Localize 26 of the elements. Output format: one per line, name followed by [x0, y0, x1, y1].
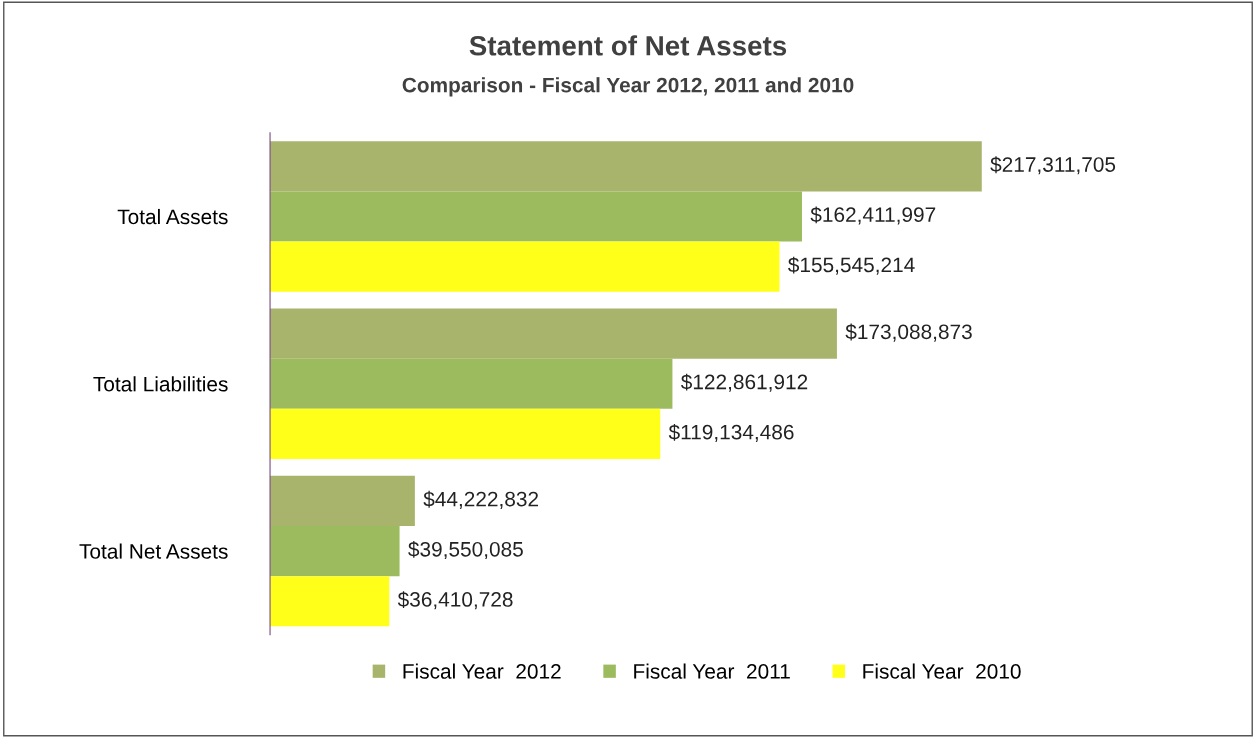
data-label: $44,222,832: [423, 490, 539, 509]
legend-label: Fiscal Year 2010: [863, 663, 1021, 679]
chart-title: Statement of Net Assets: [469, 35, 787, 56]
bar: [270, 525, 400, 577]
data-label: $217,311,705: [990, 156, 1116, 175]
y-tick-label: Total Assets: [117, 208, 228, 225]
bar: [270, 408, 661, 460]
legend-label: Fiscal Year 2012: [403, 663, 561, 679]
bar: [270, 475, 415, 526]
bar: [270, 576, 390, 627]
legend-label: Fiscal Year 2011: [634, 663, 790, 679]
data-label: $119,134,486: [668, 423, 794, 442]
y-tick-label: Total Net Assets: [79, 543, 228, 559]
data-label: $173,088,873: [845, 323, 972, 342]
data-label: $155,545,214: [788, 256, 915, 275]
bar: [270, 308, 837, 359]
bar: [270, 191, 802, 242]
data-label: $39,550,085: [408, 541, 523, 560]
bar: [270, 358, 673, 409]
data-label: $36,410,728: [397, 591, 513, 610]
chart-subtitle: Comparison - Fiscal Year 2012, 2011 and 2010: [402, 77, 854, 97]
data-label: $162,411,997: [810, 206, 936, 225]
y-tick-label: Total Liabilities: [93, 376, 228, 392]
bar: [270, 141, 982, 192]
data-label: $122,861,912: [680, 373, 808, 392]
bar: [270, 241, 780, 292]
